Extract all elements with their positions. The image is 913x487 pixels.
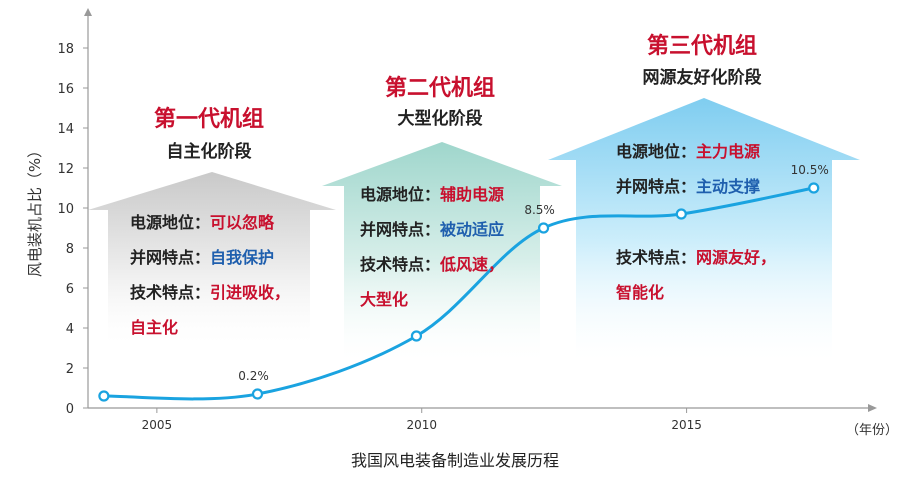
gen3-feature-3-key: 技术特点： xyxy=(616,248,696,267)
gen1-feature-2: 并网特点：自我保护 xyxy=(130,248,274,267)
y-ticks: 0 2 4 6 8 10 12 14 16 18 xyxy=(57,42,88,417)
data-point xyxy=(410,330,423,342)
y-tick-label: 10 xyxy=(57,202,74,217)
gen1-feature-4-value: 自主化 xyxy=(130,318,178,337)
gen1-feature-3-value: 引进吸收， xyxy=(210,283,290,302)
gen3-feature-3-value: 网源友好， xyxy=(696,248,776,267)
data-point xyxy=(98,390,110,402)
gen1-feature-2-value: 自我保护 xyxy=(210,248,274,267)
gen2-feature-2: 并网特点：被动适应 xyxy=(360,220,504,239)
gen3-feature-2-key: 并网特点： xyxy=(616,177,696,196)
gen1-title: 第一代机组 xyxy=(154,106,264,132)
gen2-title: 第二代机组 xyxy=(385,75,495,101)
gen2-feature-2-key: 并网特点： xyxy=(360,220,440,239)
data-label: 10.5% xyxy=(791,163,829,177)
gen1-arrow-shape xyxy=(88,172,336,345)
gen1-feature-3: 技术特点：引进吸收， xyxy=(130,283,290,302)
gen2-feature-3-key: 技术特点： xyxy=(360,255,440,274)
gen2-feature-1-value: 辅助电源 xyxy=(440,185,504,204)
y-tick-label: 2 xyxy=(66,362,74,377)
data-point xyxy=(675,208,687,220)
y-tick-label: 12 xyxy=(57,162,74,177)
x-axis-arrow xyxy=(868,404,877,412)
y-tick-label: 18 xyxy=(57,42,74,57)
gen3-feature-1: 电源地位：主力电源 xyxy=(616,142,760,161)
gen2-feature-4-value: 大型化 xyxy=(360,290,408,309)
x-axis-unit: （年份） xyxy=(846,423,898,438)
x-tick-label: 2015 xyxy=(671,418,702,432)
y-tick-label: 4 xyxy=(66,322,74,337)
gen1-feature-1-key: 电源地位： xyxy=(130,213,210,232)
gen3-feature-1-value: 主力电源 xyxy=(696,142,760,161)
gen3-feature-2-value: 主动支撑 xyxy=(696,177,760,196)
y-tick-label: 0 xyxy=(66,402,74,417)
x-tick-label: 2010 xyxy=(406,418,437,432)
gen1-feature-4: 自主化 xyxy=(130,318,178,337)
y-axis-label: 风电装机占比（%） xyxy=(26,143,44,277)
gen3-feature-1-key: 电源地位： xyxy=(616,142,696,161)
y-tick-label: 6 xyxy=(66,282,74,297)
gen3-feature-2: 并网特点：主动支撑 xyxy=(616,177,760,196)
gen2-stage: 大型化阶段 xyxy=(398,108,483,129)
x-ticks: 2005 2010 2015 xyxy=(142,408,702,432)
gen3-title: 第三代机组 xyxy=(647,33,757,59)
y-tick-label: 8 xyxy=(66,242,74,257)
gen2-arrow-shape xyxy=(322,142,562,360)
gen1-feature-1: 电源地位：可以忽略 xyxy=(130,213,275,232)
gen2-feature-3-value: 低风速， xyxy=(439,255,504,274)
gen1-stage: 自主化阶段 xyxy=(167,141,252,162)
gen1-feature-1-value: 可以忽略 xyxy=(210,213,275,232)
y-tick-label: 16 xyxy=(57,82,74,97)
gen2-feature-1: 电源地位：辅助电源 xyxy=(360,185,504,204)
series-points: 0.2% 8.5% 10.5% xyxy=(98,163,829,402)
gen2-feature-2-value: 被动适应 xyxy=(440,220,504,239)
x-tick-label: 2005 xyxy=(142,418,173,432)
gen1-feature-2-key: 并网特点： xyxy=(130,248,210,267)
data-point xyxy=(537,222,550,234)
data-point xyxy=(251,388,264,400)
data-label: 0.2% xyxy=(238,369,269,383)
data-label: 8.5% xyxy=(524,203,555,217)
gen2-feature-1-key: 电源地位： xyxy=(360,185,440,204)
x-axis-label: 我国风电装备制造业发展历程 xyxy=(351,451,559,470)
gen3-feature-4-value: 智能化 xyxy=(616,283,664,302)
gen1-feature-3-key: 技术特点： xyxy=(130,283,210,302)
gen3-stage: 网源友好化阶段 xyxy=(643,67,762,88)
gen2-feature-4: 大型化 xyxy=(360,290,408,309)
y-axis-arrow xyxy=(84,8,92,16)
gen3-feature-3: 技术特点：网源友好， xyxy=(616,248,776,267)
gen2-feature-3: 技术特点：低风速， xyxy=(360,255,504,274)
y-tick-label: 14 xyxy=(57,122,74,137)
data-point xyxy=(808,182,820,194)
gen3-feature-4: 智能化 xyxy=(616,283,664,302)
gen3-arrow-shape xyxy=(548,98,860,360)
